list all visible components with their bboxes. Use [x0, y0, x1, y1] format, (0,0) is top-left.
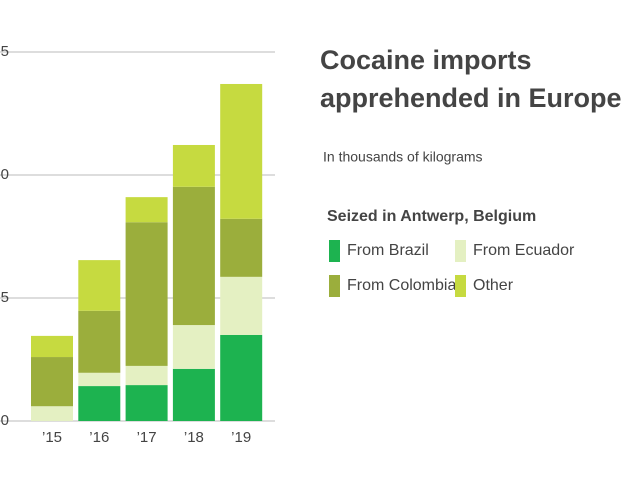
bar-segment	[220, 276, 263, 335]
x-tick-label: ’16	[89, 429, 109, 446]
bar-segment	[220, 83, 263, 219]
chart-title: Cocaine imports apprehended in Europe	[320, 45, 622, 113]
bar-segment	[220, 218, 263, 277]
bar-segment	[125, 385, 168, 421]
chart-subtitle: In thousands of kilograms	[323, 149, 483, 165]
bar-segment	[172, 368, 215, 421]
x-tick-label: ’17	[137, 429, 157, 446]
y-tick-label: 0	[1, 412, 9, 429]
legend-title: Seized in Antwerp, Belgium	[327, 208, 536, 225]
bar-segment	[78, 372, 121, 387]
bar-segment	[172, 325, 215, 369]
x-tick-label: ’15	[42, 429, 62, 446]
legend-label: From Colombia	[347, 277, 456, 294]
bar-segment	[31, 357, 73, 407]
legend-swatch	[329, 240, 340, 262]
legend-swatch	[455, 275, 466, 297]
bar-segment	[31, 406, 73, 421]
y-tick-label: 50	[0, 166, 9, 183]
y-tick-label: 75	[0, 43, 9, 60]
legend-label: From Brazil	[347, 242, 429, 259]
legend-swatch	[329, 275, 340, 297]
bar-segment	[78, 386, 121, 421]
bar-segment	[78, 260, 121, 311]
bar-segment	[220, 334, 263, 421]
y-tick-label: 25	[0, 289, 9, 306]
bar-segment	[172, 186, 215, 326]
bar-segment	[31, 335, 73, 358]
bar-segment	[125, 197, 168, 223]
bar-segment	[125, 365, 168, 386]
bar-segment	[78, 310, 121, 373]
x-tick-label: ’19	[231, 429, 251, 446]
bar-segment	[125, 222, 168, 366]
legend-swatch	[455, 240, 466, 262]
legend-label: From Ecuador	[473, 242, 575, 259]
bar-segment	[172, 144, 215, 187]
x-tick-label: ’18	[184, 429, 204, 446]
legend-label: Other	[473, 277, 514, 294]
